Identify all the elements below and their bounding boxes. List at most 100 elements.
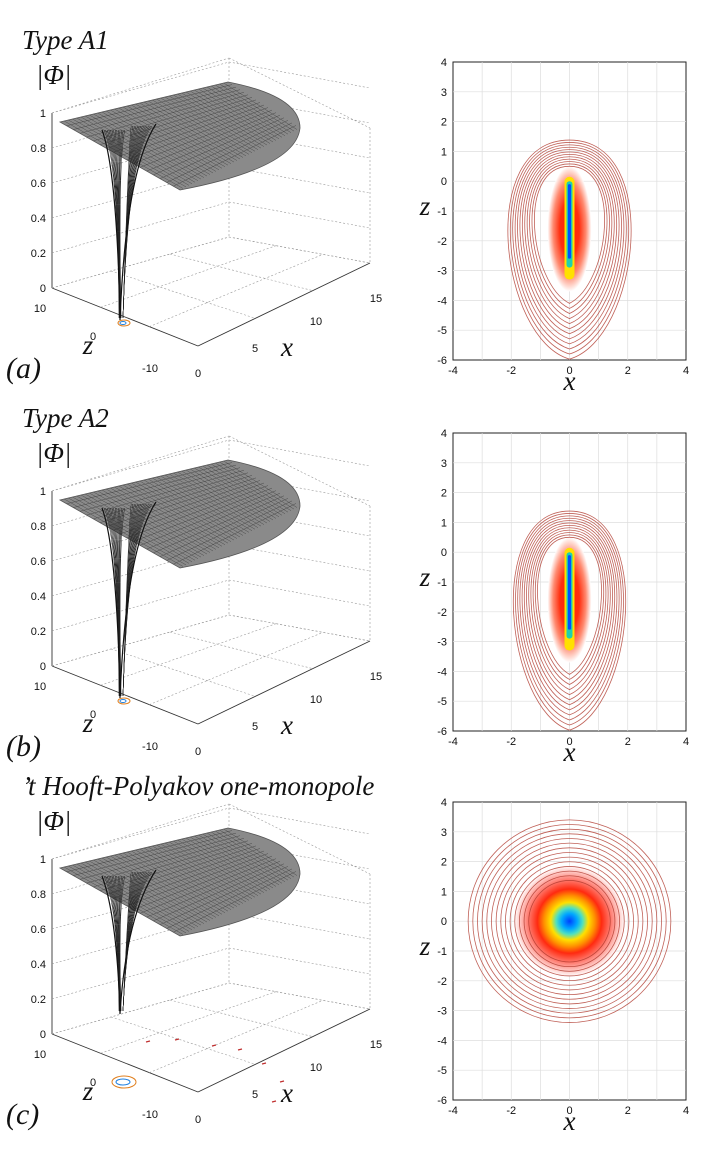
grid-line xyxy=(228,614,371,642)
contour-line xyxy=(523,522,616,706)
grid-line xyxy=(100,245,277,308)
contour-y-tick: -3 xyxy=(437,266,447,278)
surface-depth-tick: 0 xyxy=(90,331,96,343)
panel-label: (c) xyxy=(6,1098,39,1131)
grid-line xyxy=(51,57,230,114)
surface-z-tick: 0.4 xyxy=(31,213,46,225)
mesh-line xyxy=(106,845,257,895)
surface-x-tick: 10 xyxy=(310,1062,322,1074)
contour-line xyxy=(486,838,653,1005)
panel-label: (b) xyxy=(6,730,41,763)
contour-line xyxy=(526,158,613,320)
surface-z-tick: 0 xyxy=(40,661,46,673)
grid-line xyxy=(51,614,230,667)
contour-line xyxy=(514,866,625,977)
contour-y-tick: -3 xyxy=(437,637,447,649)
mesh-line xyxy=(86,470,245,516)
axis-line xyxy=(51,1033,199,1093)
grid-line xyxy=(110,648,256,697)
contour-x-tick: 4 xyxy=(683,736,689,748)
contour-y-tick: -1 xyxy=(437,946,447,958)
mesh-line xyxy=(166,500,293,561)
mesh-line xyxy=(66,462,233,504)
mesh-line xyxy=(93,840,249,888)
grid-line xyxy=(228,807,371,835)
contour-y-tick: 0 xyxy=(441,916,447,928)
contour-line xyxy=(512,144,627,350)
contour-line xyxy=(521,520,618,711)
well-line xyxy=(122,871,132,1012)
surface-z-label: z xyxy=(82,330,94,360)
mesh-line xyxy=(153,495,285,554)
contour-y-tick: 2 xyxy=(441,857,447,869)
mesh-line xyxy=(79,467,241,512)
mesh-line xyxy=(166,122,293,183)
well-outline xyxy=(101,869,157,1015)
mesh-line xyxy=(146,861,281,918)
panel-label: (a) xyxy=(6,352,41,385)
floor-contour-mark xyxy=(261,1062,267,1065)
grid-line xyxy=(228,579,371,607)
surface-z-tick: 1 xyxy=(40,108,46,120)
contour-line xyxy=(491,842,648,1000)
contour-line xyxy=(528,527,611,696)
surface-x-tick: 15 xyxy=(370,671,382,683)
contour-line xyxy=(528,880,611,963)
mesh-line xyxy=(139,112,277,168)
surface-plot: 0 0.2 0.4 0.6 0.8 1 10 0 -10 0 5 10 15 z x xyxy=(31,803,382,1126)
grid-line xyxy=(100,991,277,1054)
axis-line xyxy=(197,1008,371,1093)
contour-x-tick: 0 xyxy=(566,1105,572,1117)
contour-line xyxy=(534,534,605,680)
contour-line xyxy=(512,510,627,731)
mesh-line xyxy=(173,125,297,187)
grid-line xyxy=(228,439,371,467)
surface-z-tick: 0.4 xyxy=(31,959,46,971)
contour-y-tick: -6 xyxy=(437,726,447,738)
contour-line xyxy=(529,161,610,314)
grid-line xyxy=(149,254,324,327)
contour-x-tick: -4 xyxy=(448,365,458,377)
surface-mesh xyxy=(58,459,301,569)
contour-fill xyxy=(514,865,625,977)
well-line xyxy=(122,503,132,697)
contour-line xyxy=(509,142,630,355)
surface-depth-tick: 0 xyxy=(90,709,96,721)
contour-line xyxy=(477,828,662,1014)
contour-line xyxy=(521,153,618,330)
contour-y-tick: 4 xyxy=(441,57,447,69)
grid-line xyxy=(169,631,313,669)
grid-line xyxy=(51,982,230,1035)
grid-line xyxy=(51,435,230,492)
surface-x-label: x xyxy=(280,332,293,362)
grid-line xyxy=(110,1016,256,1065)
contour-y-tick: -2 xyxy=(437,976,447,988)
row-title: Type A2 xyxy=(22,403,109,433)
mesh-line xyxy=(86,92,245,138)
contour-line xyxy=(509,861,630,982)
surface-depth-tick: -10 xyxy=(142,1109,158,1121)
grid-line xyxy=(228,201,371,229)
base-contour xyxy=(119,321,127,325)
figure-row-3: ’t Hooft-Polyakov one-monopole |Φ| (c) 0 0.2… xyxy=(6,771,689,1136)
well-outline xyxy=(101,501,157,699)
mesh-line xyxy=(153,863,285,922)
row-title: Type A1 xyxy=(22,25,109,55)
mesh-line xyxy=(113,848,261,899)
contour-line xyxy=(500,852,639,991)
mesh-line xyxy=(73,86,237,130)
contour-y-tick: -3 xyxy=(437,1006,447,1018)
contour-y-tick: -1 xyxy=(437,577,447,589)
mesh-line xyxy=(99,475,253,523)
surface-z-tick: 0 xyxy=(40,1029,46,1041)
axis-line xyxy=(51,665,199,725)
surface-z-tick: 1 xyxy=(40,854,46,866)
surface-value-label: |Φ| xyxy=(36,438,71,468)
contour-y-tick: 1 xyxy=(441,886,447,898)
surface-z-tick: 1 xyxy=(40,486,46,498)
contour-y-tick: 1 xyxy=(441,517,447,529)
grid-line xyxy=(51,947,230,1000)
